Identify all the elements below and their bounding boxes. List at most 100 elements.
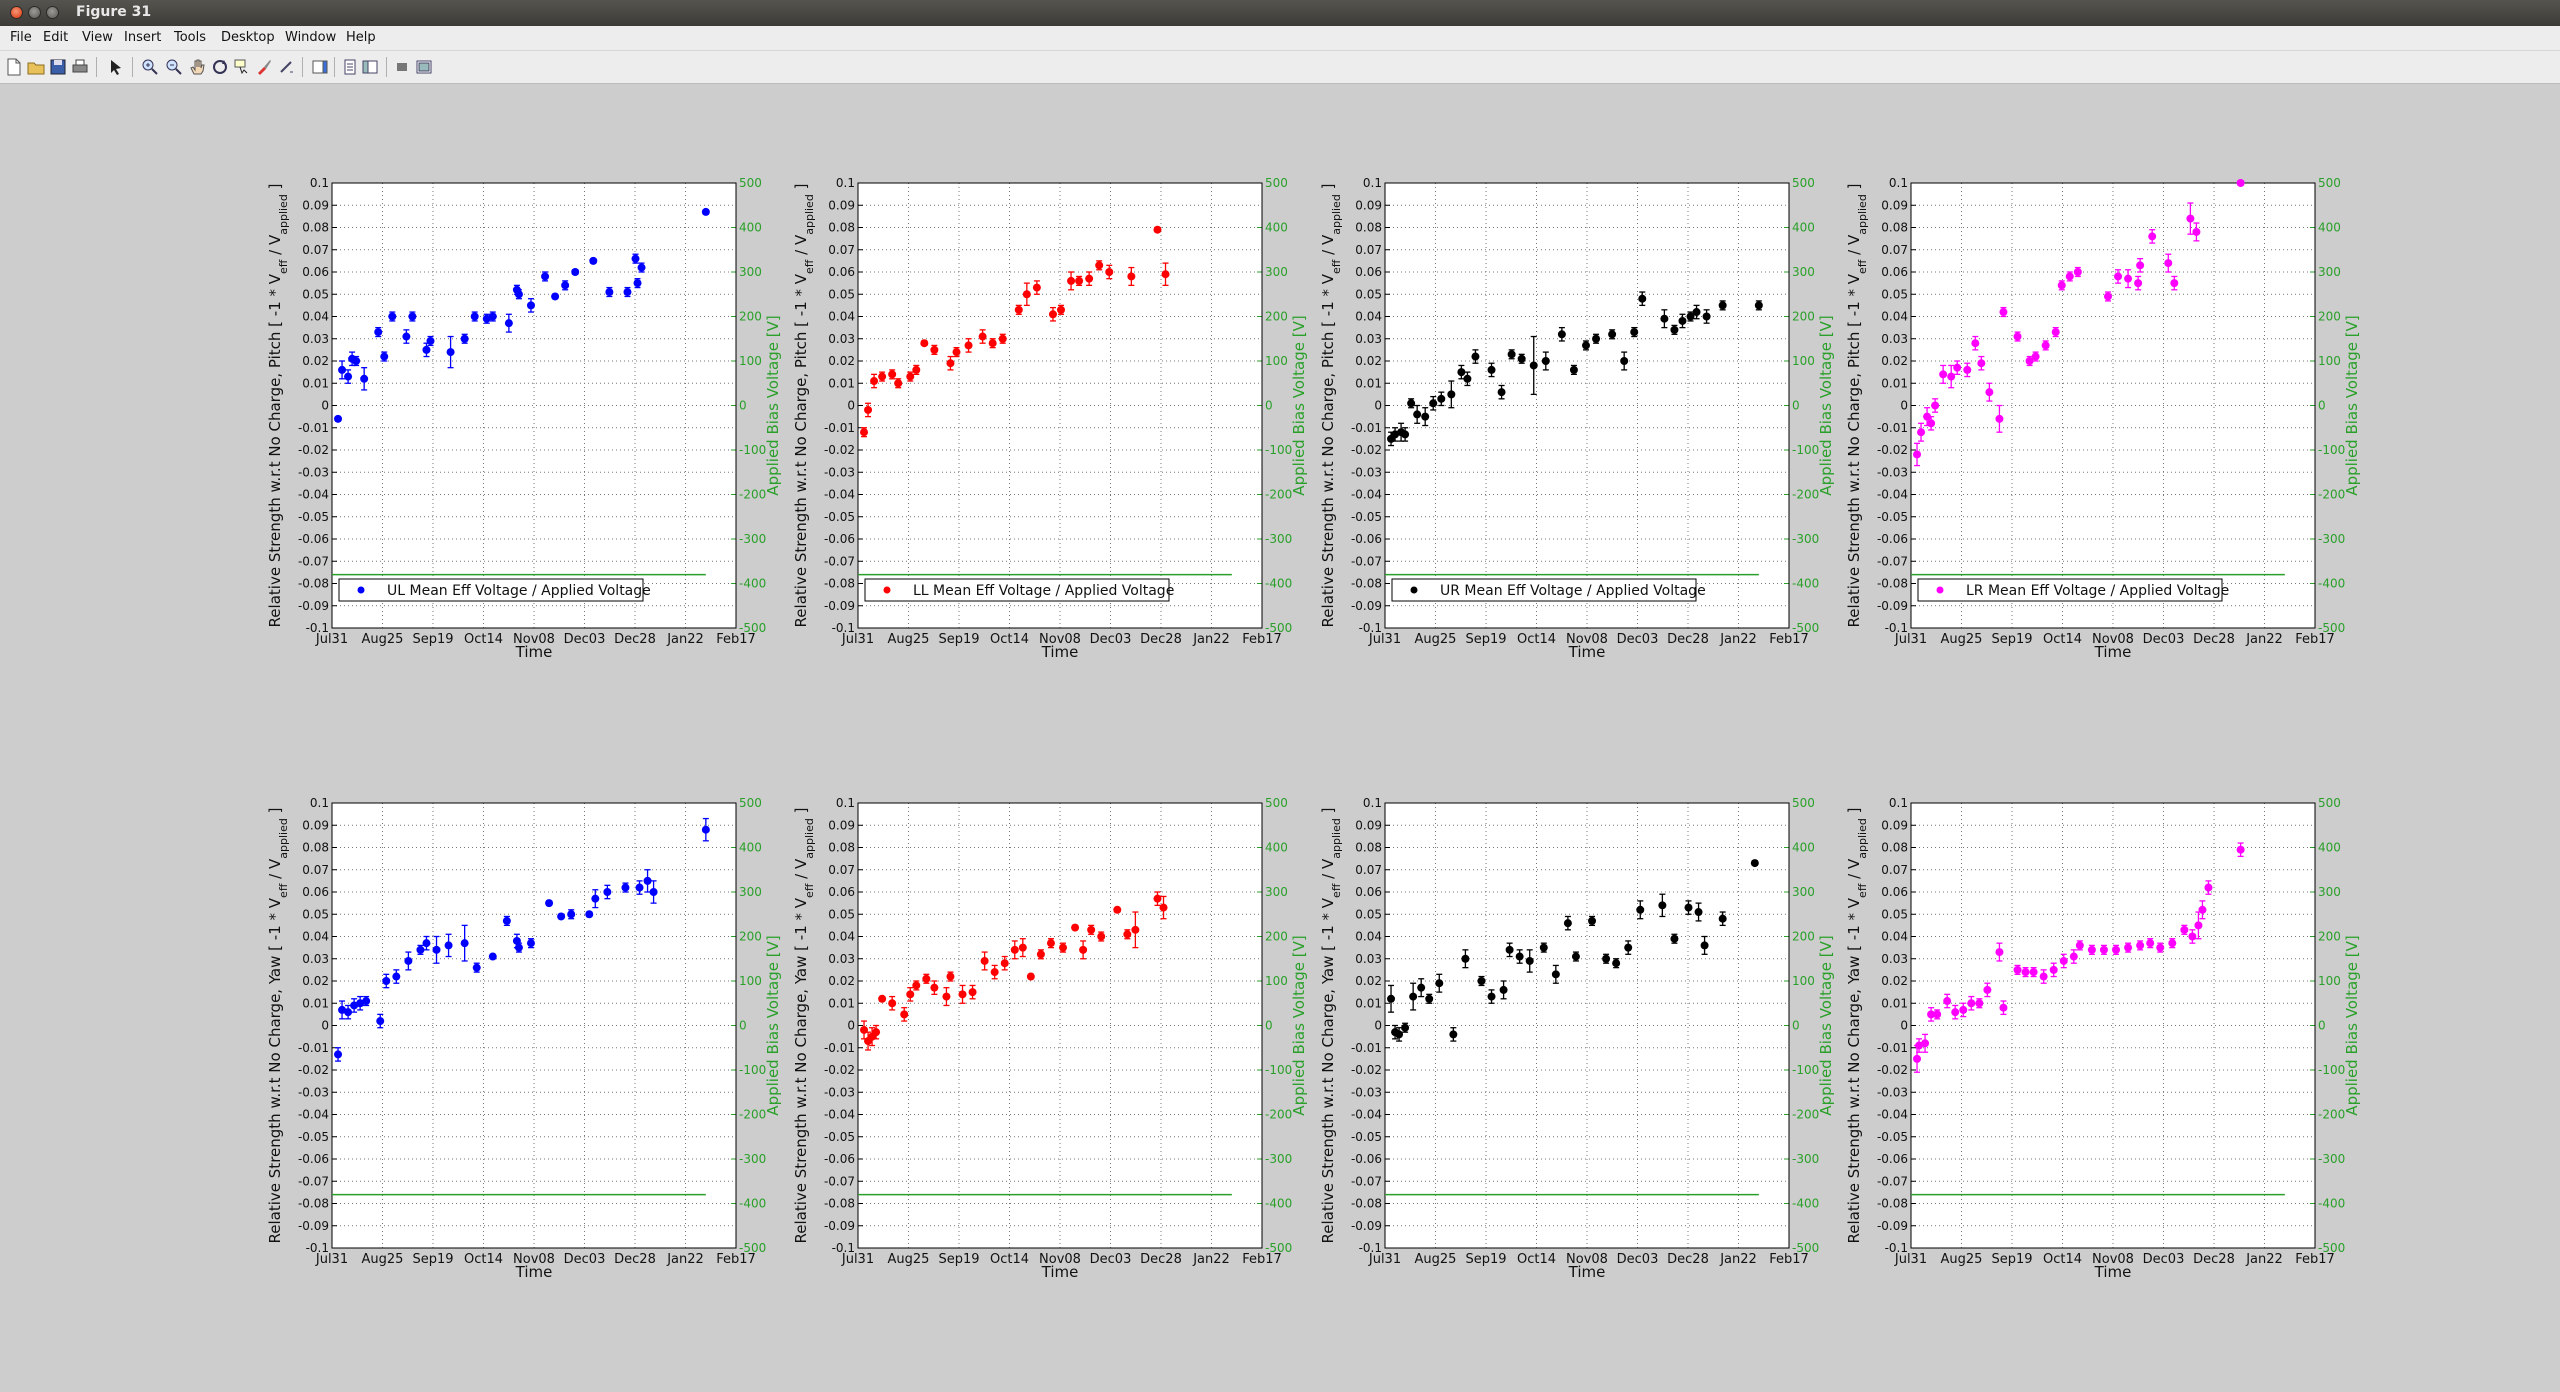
edit-plot-arrow-icon[interactable] [106,57,126,77]
data-point [878,994,887,1003]
data-cursor-icon[interactable] [232,57,252,77]
x-tick-label: Aug25 [1941,632,1983,647]
menu-help[interactable]: Help [346,30,376,45]
pan-hand-icon[interactable] [188,57,208,77]
y-tick-label: 0.06 [828,885,855,899]
hide-plot-tools-icon[interactable] [360,57,380,77]
y2-tick-label: 0 [739,1019,747,1033]
data-point [1592,334,1601,343]
menu-desktop[interactable]: Desktop [221,30,275,45]
data-point [2136,261,2145,270]
data-point [952,348,961,357]
data-point [504,319,513,328]
brush-icon[interactable] [254,57,274,77]
new-figure-icon[interactable] [4,57,24,77]
y-axis-label-part: ] [266,184,284,195]
x-tick-label: Dec03 [1090,632,1132,647]
x-tick-label: Jan22 [1192,1252,1230,1267]
y2-tick-label: 100 [739,974,762,988]
open-file-icon[interactable] [26,57,46,77]
y-tick-label: -0.04 [298,1108,329,1122]
data-point [1395,1030,1404,1039]
data-point [482,314,491,323]
insert-legend-icon[interactable] [340,57,360,77]
window-maximize-button[interactable] [46,6,59,19]
data-point [912,981,921,990]
data-point [1718,301,1727,310]
data-point [472,963,481,972]
menu-insert[interactable]: Insert [124,30,162,45]
window-close-button[interactable] [10,6,23,19]
link-plot-icon[interactable] [276,57,296,77]
data-point [1407,399,1416,408]
x-axis-label: Time [515,1263,553,1281]
data-point [1608,330,1617,339]
y-tick-label: -0.09 [824,599,855,613]
data-point [591,894,600,903]
y-tick-label: -0.07 [824,554,855,568]
data-point [1131,925,1140,934]
y-axis-label-part: Relative Strength w.r.t No Charge, Pitch… [266,273,284,627]
data-point [1097,932,1106,941]
data-point [1000,959,1009,968]
figure-canvas: Jul31 Aug25 Sep19 Oct14 Nov08 Dec03 Dec28 Jan22… [266,176,2361,1281]
x-tick-label: Dec03 [1617,632,1659,647]
y-tick-label: -0.01 [1877,1041,1908,1055]
x-axis-label: Time [1568,1263,1606,1281]
data-point [1563,919,1572,928]
y-tick-label: 0.08 [828,841,855,855]
save-icon[interactable] [48,57,68,77]
x-tick-label: Aug25 [362,1252,404,1267]
plot-LL-yaw: Jul31 Aug25 Sep19 Oct14 Nov08 Dec03 Dec28 Jan22… [792,796,1308,1281]
y-tick-label: 0.04 [828,930,855,944]
x-tick-label: Sep19 [412,632,453,647]
y-tick-label: 0.03 [302,332,329,346]
y-axis-label-part: Relative Strength w.r.t No Charge, Yaw [… [792,897,810,1243]
y2-tick-label: -200 [739,488,766,502]
y2-tick-label: -200 [1792,488,1819,502]
zoom-out-icon[interactable] [164,57,184,77]
data-point [900,1010,909,1019]
insert-colorbar-icon[interactable] [310,57,330,77]
rotate-3d-icon[interactable] [210,57,230,77]
data-point [1660,314,1669,323]
data-point [360,374,369,383]
y-tick-label: -0.04 [1351,1108,1382,1122]
y-tick-label: 0.1 [836,796,855,810]
y-tick-label: 0 [321,1019,329,1033]
data-point [922,974,931,983]
y2-tick-label: -500 [1265,1241,1292,1255]
data-point [1927,1010,1936,1019]
y-tick-label: -0.05 [1351,510,1382,524]
menu-view[interactable]: View [82,30,113,45]
print-icon[interactable] [70,57,90,77]
data-point [1449,1030,1458,1039]
y-tick-label: 0.09 [1881,818,1908,832]
menu-edit[interactable]: Edit [43,30,69,45]
zoom-in-icon[interactable] [140,57,160,77]
x-tick-label: Jan22 [666,632,704,647]
legend: LL Mean Eff Voltage / Applied Voltage [864,578,1174,602]
y-tick-label: 0.07 [1881,863,1908,877]
y-tick-label: 0.06 [1881,885,1908,899]
y2-tick-label: -200 [2318,488,2345,502]
x-tick-label: Jan22 [2245,632,2283,647]
data-point [1525,956,1534,965]
menu-file[interactable]: File [10,30,32,45]
y-tick-label: -0.08 [1351,1197,1382,1211]
plot-LL-pitch: Jul31 Aug25 Sep19 Oct14 Nov08 Dec03 Dec28 Jan22… [792,176,1308,661]
menu-window[interactable]: Window [285,30,337,45]
y-axis-label-part: ] [1845,184,1863,195]
y2-tick-label: 0 [2318,1019,2326,1033]
data-point [633,279,642,288]
data-point [2204,883,2213,892]
insert-rectangle-icon[interactable] [392,57,412,77]
data-point [350,1001,359,1010]
window-minimize-button[interactable] [28,6,41,19]
data-point [446,348,455,357]
data-point [470,312,479,321]
y-tick-label: -0.1 [1885,1241,1908,1255]
menu-tools[interactable]: Tools [174,30,207,45]
show-plot-tools-icon[interactable] [414,57,434,77]
y-tick-label: -0.02 [1877,1063,1908,1077]
